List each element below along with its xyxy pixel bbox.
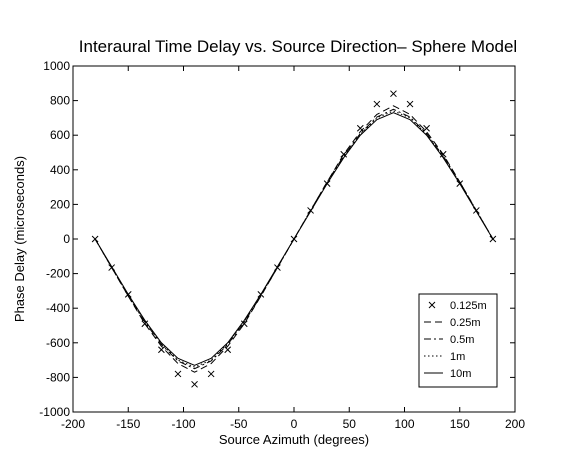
data-point [158, 346, 165, 354]
legend-item: 0.5m [424, 334, 474, 346]
data-point [207, 370, 215, 378]
x-tick-label: -200 [61, 417, 85, 431]
x-tick-label: 150 [450, 417, 470, 431]
x-tick-label: -50 [230, 417, 248, 431]
y-tick-label: 200 [50, 197, 70, 211]
x-tick-label: 0 [291, 417, 298, 431]
legend-item: 0.25m [424, 317, 481, 329]
series-line [94, 112, 494, 366]
series-1 [94, 105, 494, 373]
series-line [94, 110, 494, 368]
y-tick-label: -1000 [39, 405, 70, 419]
series-layer [91, 90, 497, 388]
y-tick-label: 1000 [43, 59, 70, 73]
x-tick-label: 100 [394, 417, 414, 431]
data-point [423, 124, 430, 132]
series-4 [94, 112, 494, 366]
y-tick-label: -400 [46, 301, 70, 315]
legend-label: 0.125m [450, 300, 487, 312]
axis-ticks: -200 -150 -100 -50 0 50 100 150 200 -1000 -800 -600… [39, 59, 525, 431]
legend-item: 0.125m [428, 300, 487, 312]
data-point [406, 100, 414, 108]
x-tick-label: 200 [505, 417, 525, 431]
series-line [94, 105, 494, 373]
data-point [373, 100, 381, 108]
x-tick-label: 50 [343, 417, 357, 431]
legend-item: 10m [424, 368, 471, 380]
data-point [174, 370, 182, 378]
legend-item: 1m [424, 351, 465, 363]
y-tick-label: 800 [50, 94, 70, 108]
legend-label: 0.5m [450, 334, 474, 346]
legend-box [418, 293, 498, 388]
data-point [390, 90, 397, 98]
y-tick-label: -600 [46, 336, 70, 350]
legend: 0.125m 0.25m 0.5m 1m 10m [418, 293, 498, 388]
y-tick-label: -200 [46, 267, 70, 281]
y-axis-label: Phase Delay (microseconds) [12, 156, 27, 322]
y-tick-label: 400 [50, 163, 70, 177]
y-tick-label: 600 [50, 128, 70, 142]
legend-label: 10m [450, 368, 471, 380]
data-point [340, 150, 348, 158]
y-tick-label: 0 [63, 232, 70, 246]
chart-title: Interaural Time Delay vs. Source Directi… [79, 37, 517, 56]
x-tick-label: -100 [171, 417, 195, 431]
legend-marker [428, 301, 436, 309]
legend-label: 0.25m [450, 317, 481, 329]
x-axis-label: Source Azimuth (degrees) [219, 432, 369, 447]
x-tick-label: -150 [116, 417, 140, 431]
legend-label: 1m [450, 351, 465, 363]
series-3 [94, 110, 494, 368]
y-tick-label: -800 [46, 370, 70, 384]
data-point [191, 380, 198, 388]
